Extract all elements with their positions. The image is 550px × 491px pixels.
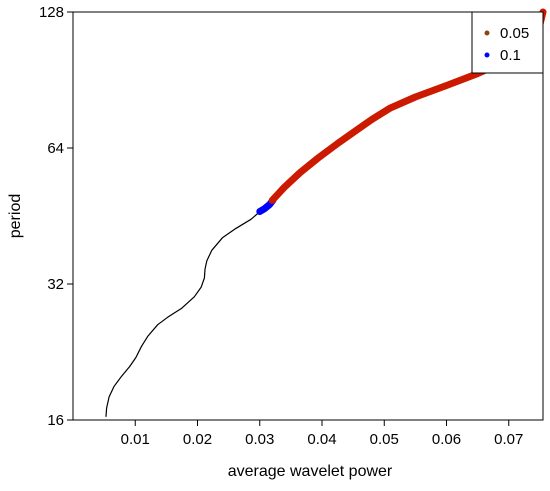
- y-axis-title: period: [7, 194, 24, 238]
- x-tick-label: 0.04: [307, 431, 336, 448]
- legend-label: 0.05: [500, 25, 529, 42]
- x-tick-label: 0.07: [494, 431, 523, 448]
- y-tick-label: 16: [47, 412, 64, 429]
- y-axis: 16 32 64 128: [39, 4, 73, 429]
- legend-box: [471, 11, 544, 74]
- legend-marker: [484, 30, 490, 36]
- x-tick-label: 0.05: [370, 431, 399, 448]
- x-axis-title: average wavelet power: [228, 463, 393, 480]
- legend-label: 0.1: [500, 47, 521, 64]
- y-tick-label: 128: [39, 4, 64, 21]
- x-tick-label: 0.01: [121, 431, 150, 448]
- x-tick-label: 0.03: [245, 431, 274, 448]
- y-tick-label: 32: [47, 276, 64, 293]
- legend-marker: [484, 52, 490, 58]
- legend: 0.05 0.1: [471, 11, 544, 74]
- x-tick-label: 0.06: [432, 431, 461, 448]
- plot-frame: [72, 11, 544, 421]
- y-tick-label: 64: [47, 140, 64, 157]
- x-tick-label: 0.02: [183, 431, 212, 448]
- x-axis: 0.01 0.02 0.03 0.04 0.05 0.06 0.07: [121, 420, 523, 448]
